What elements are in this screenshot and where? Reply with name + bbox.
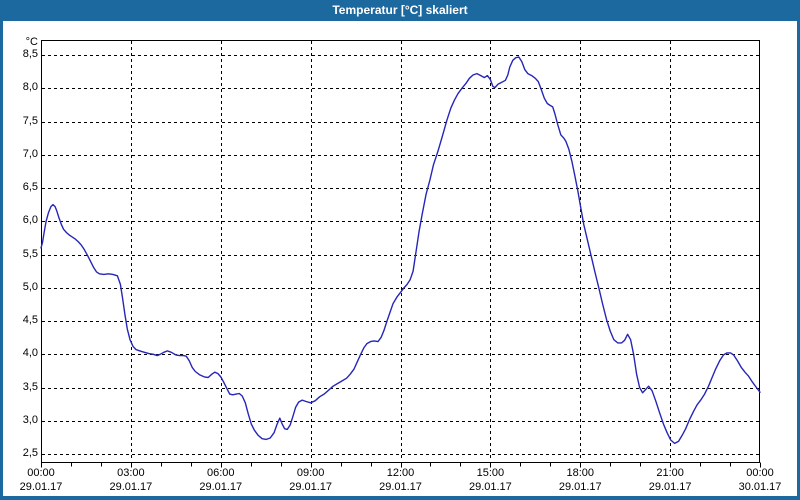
window-border-bottom bbox=[0, 496, 800, 500]
chart-content-area bbox=[3, 21, 797, 496]
window-title: Temperatur [°C] skaliert bbox=[332, 3, 468, 17]
temperature-curve bbox=[40, 56, 761, 445]
window-title-bar: Temperatur [°C] skaliert bbox=[0, 0, 800, 21]
plot-border bbox=[41, 40, 760, 463]
window-border-left bbox=[0, 21, 3, 500]
window-border-right bbox=[797, 21, 800, 500]
